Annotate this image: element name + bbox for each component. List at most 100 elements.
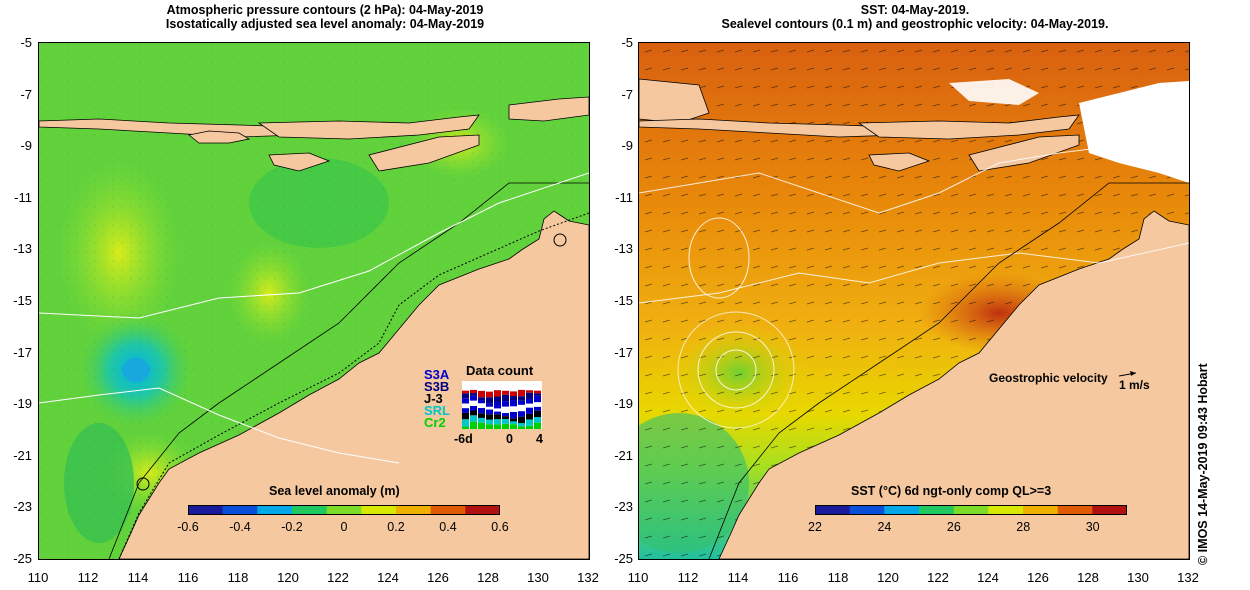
colorbar-segment [988,505,1024,515]
data-count-bar [510,421,517,425]
sst-colorbar [815,505,1127,515]
longitude-tick-label: 112 [77,570,99,585]
data-count-axis: -6d 0 4 [454,432,546,446]
data-count-bar [518,389,525,397]
data-count-bar [486,406,493,410]
shelf-contour [118,212,589,559]
longitude-tick-label: 122 [327,570,349,585]
latitude-tick-label: -11 [14,189,32,205]
latitude-tick-label: -13 [13,241,32,257]
data-count-title: Data count [466,363,534,378]
colorbar-tick-label: 0.2 [387,520,405,534]
mission-label: J-3 [424,391,443,406]
colorbar-segment [430,505,466,515]
data-count-bar [510,411,517,419]
latitude-tick-label: -19 [614,396,633,412]
flores-island [857,114,1080,140]
left-title-line1: Atmospheric pressure contours (2 hPa): 0… [166,3,484,17]
sea-level-contour [639,242,1189,304]
colorbar-segment [1023,505,1059,515]
data-count-bar [486,409,493,415]
data-count-bar [486,391,493,398]
data-count-bar [510,406,517,412]
data-count-bar [502,416,509,419]
data-count-bar [494,408,501,412]
data-count-bar [502,418,509,424]
data-count-bar [510,424,517,429]
data-count-bar [470,410,477,416]
data-count-bar [526,425,533,429]
colorbar-tick-label: 0.4 [439,520,457,534]
data-count-bar [462,398,469,404]
longitude-tick-label: 120 [277,570,299,585]
data-count-bar [478,413,485,418]
latitude-tick-label: -17 [614,344,633,360]
data-count-bar [510,400,517,407]
latitude-tick-label: -11 [615,189,633,205]
longitude-tick-label: 118 [827,570,849,585]
colorbar-tick-label: 0 [340,520,348,534]
latitude-tick-label: -15 [614,293,633,308]
colorbar-segment [815,505,851,515]
data-count-bar [534,422,541,429]
data-count-inset: Data count S3A S3B J-3 SRL Cr2 -6d 0 4 [424,363,544,448]
longitude-tick-label: 118 [227,570,249,585]
data-count-bar [470,405,477,411]
data-count-bar [518,426,525,429]
data-count-bar [494,411,501,415]
bali-lombok-island [188,130,251,144]
data-count-bar [494,390,501,397]
data-count-bar [470,415,477,422]
sst-map: Geostrophic velocity 1 m/s SST (°C) 6d n… [638,42,1190,560]
data-count-bar [502,401,509,407]
data-count-bar [534,395,541,403]
colorbar-segment [292,505,328,515]
australia-mainland [718,210,1189,559]
data-count-bar [534,390,541,394]
data-count-bar [478,417,485,423]
colorbar-segment [1057,505,1093,515]
right-title-line2: Sealevel contours (0.1 m) and geostrophi… [721,17,1109,31]
pressure-contour [39,387,400,464]
mission-label: Cr2 [424,415,446,430]
data-count-bar [470,400,477,406]
credit-text: © IMOS 14-May-2019 09:43 Hobart [1196,363,1210,565]
velocity-scale-label: 1 m/s [1119,378,1150,392]
data-count-bar [534,402,541,407]
data-count-bar [502,423,509,429]
data-count-bar [502,413,509,417]
data-count-bar [462,408,469,413]
data-count-bar [462,419,469,427]
longitude-tick-label: 110 [627,570,649,585]
sumba-island [268,152,331,172]
latitude-tick-label: -5 [621,35,633,50]
longitude-tick-label: 128 [1077,570,1099,585]
mission-label: S3B [424,379,450,394]
colorbar-tick-label: 22 [808,520,822,534]
colorbar-segment [849,505,885,515]
longitude-tick-label: 114 [127,570,149,585]
mission-label: SRL [424,403,450,418]
colorbar-tick-label: -0.4 [229,520,251,534]
data-count-bar [462,403,469,409]
data-count-bar [470,421,477,429]
right-title: SST: 04-May-2019. Sealevel contours (0.1… [640,3,1190,31]
latitude-tick-label: -23 [614,499,633,515]
sla-colorbar [188,505,500,515]
data-count-bar [486,414,493,420]
longitude-tick-label: 124 [977,570,999,585]
colorbar-segment [222,505,258,515]
longitude-tick-label: 130 [527,570,549,585]
latitude-tick-label: -21 [13,447,32,463]
longitude-tick-label: 110 [27,570,49,585]
colorbar-segment [919,505,955,515]
longitude-tick-label: 126 [427,570,449,585]
colorbar-tick-label: -0.2 [281,520,303,534]
data-count-bar [462,426,469,429]
sla-colorbar-title: Sea level anomaly (m) [269,484,400,498]
sst-map-canvas [639,43,1189,559]
data-count-bar [502,406,509,414]
latitude-tick-label: -5 [20,35,32,50]
longitude-tick-label: 122 [927,570,949,585]
data-count-bar [502,394,509,402]
